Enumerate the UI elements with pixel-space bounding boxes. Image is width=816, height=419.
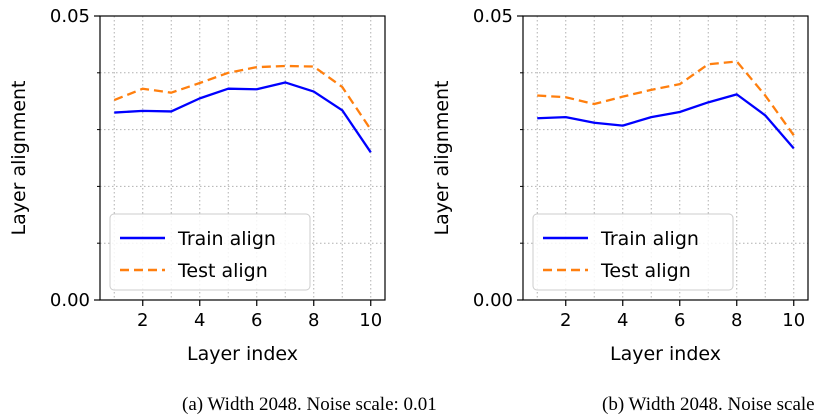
legend-box (109, 213, 311, 291)
y-tick-label: 0.00 (50, 290, 90, 311)
x-tick-label: 10 (782, 310, 805, 331)
x-tick-label: 4 (194, 310, 205, 331)
x-tick-label: 6 (674, 310, 685, 331)
series-line-train (537, 93, 795, 150)
y-axis-label: Layer alignment (431, 80, 453, 235)
x-tick-label: 8 (731, 310, 742, 331)
figure-caption: (b) Width 2048. Noise scale: 1.0 (602, 394, 816, 415)
y-axis-label: Layer alignment (8, 80, 30, 235)
figure-caption: (a) Width 2048. Noise scale: 0.01 (182, 394, 437, 415)
x-tick-label: 8 (308, 310, 319, 331)
y-tick-label: 0.05 (473, 6, 513, 27)
legend-label: Train align (177, 228, 276, 250)
x-tick-label: 10 (359, 310, 382, 331)
legend-label: Train align (600, 228, 699, 250)
x-axis-label: Layer index (187, 343, 298, 365)
legend-label: Test align (600, 260, 691, 282)
plot-frame (99, 15, 386, 301)
y-tick-label: 0.05 (50, 6, 90, 27)
series-line-test (537, 60, 795, 136)
y-tick-label: 0.00 (473, 290, 513, 311)
x-tick-label: 6 (251, 310, 262, 331)
x-axis-label: Layer index (610, 343, 721, 365)
chart-panel-b: 2 4 6 8 10 0.00 0.05 Layer index Layer alignment… (431, 6, 816, 415)
chart-panel-a: 2 4 6 8 10 0.00 0.05 Layer index Layer alignment… (8, 6, 437, 415)
x-tick-label: 2 (137, 310, 148, 331)
series-line-train (114, 81, 372, 153)
x-tick-label: 4 (617, 310, 628, 331)
series-line-test (113, 64, 372, 131)
x-tick-label: 2 (560, 310, 571, 331)
legend-label: Test align (177, 260, 268, 282)
plot-frame (522, 15, 809, 301)
legend-box (532, 213, 734, 291)
